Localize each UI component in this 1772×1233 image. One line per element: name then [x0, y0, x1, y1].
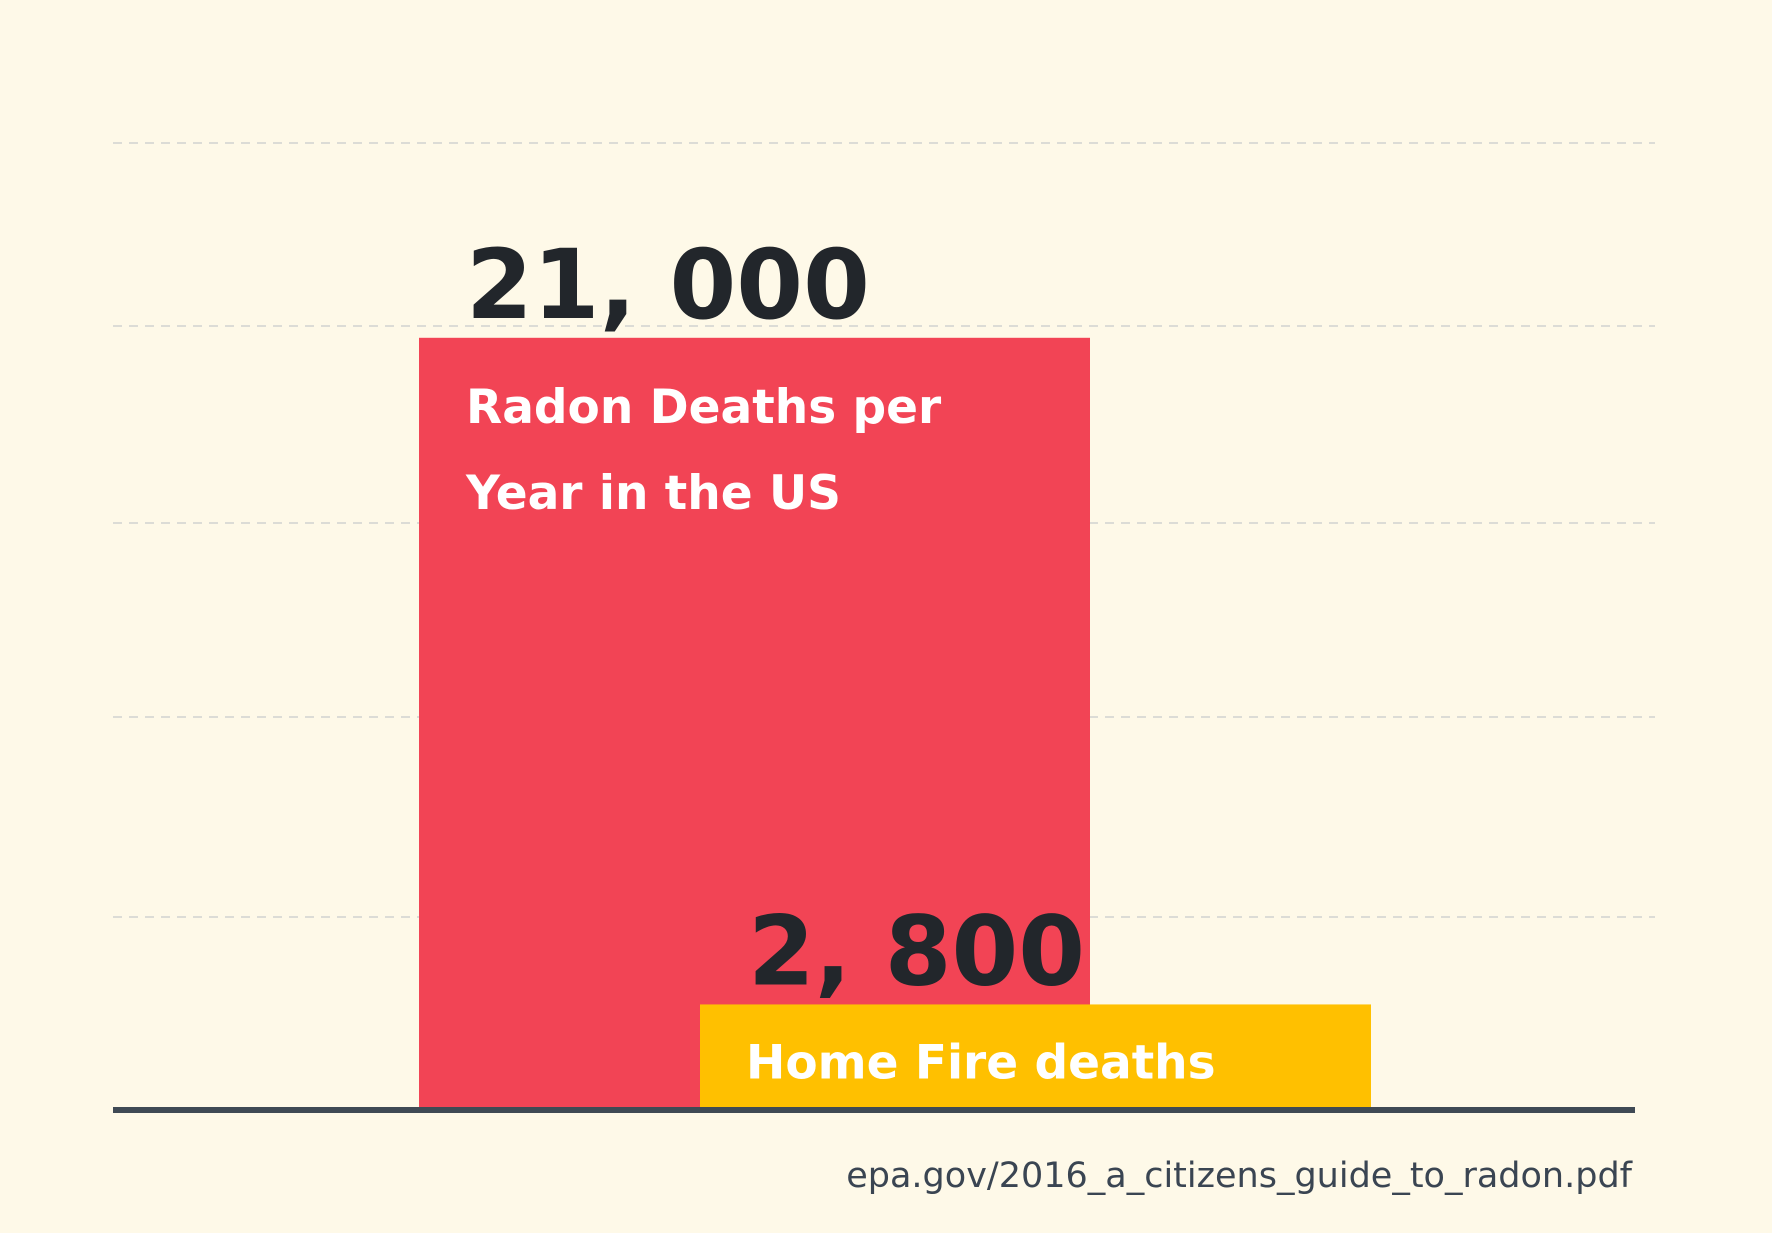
data-label: 2, 800: [748, 895, 1085, 1007]
data-label: 21, 000: [466, 229, 870, 341]
source-citation: epa.gov/2016_a_citizens_guide_to_radon.p…: [846, 1156, 1632, 1196]
bar: [700, 1004, 1371, 1107]
bar-group: 2, 800 Home Fire deaths: [700, 895, 1371, 1107]
bar-group: 21, 000 Radon Deaths per Year in the US: [419, 229, 1090, 1108]
bar: [419, 337, 1090, 1108]
category-label: Year in the US: [465, 466, 841, 521]
category-label: Home Fire deaths: [746, 1035, 1216, 1090]
category-label: Radon Deaths per: [466, 380, 942, 435]
bars: 21, 000 Radon Deaths per Year in the US 2, …: [419, 229, 1371, 1108]
